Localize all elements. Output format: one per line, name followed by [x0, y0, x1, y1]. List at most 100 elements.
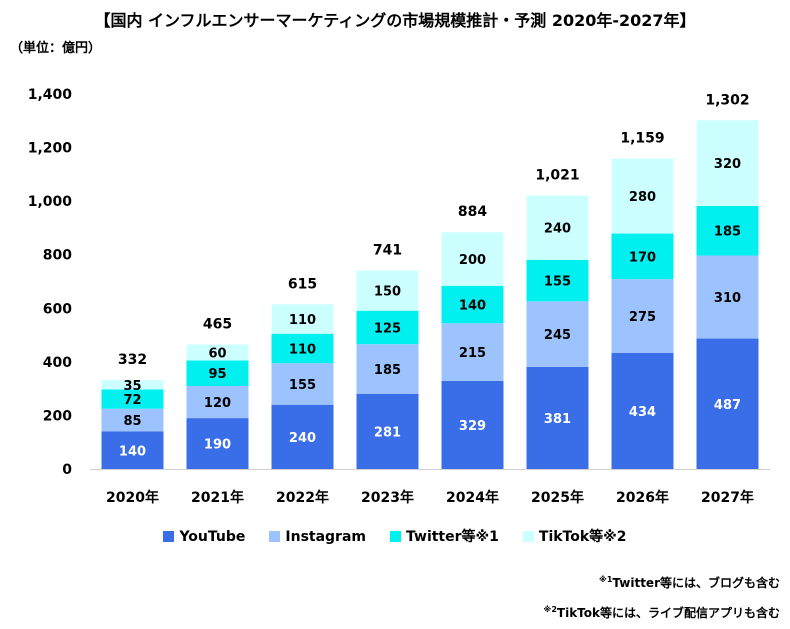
data-label: 281	[374, 425, 401, 440]
data-label: 72	[123, 393, 141, 408]
bar-segment	[271, 304, 334, 334]
bar-segment	[611, 279, 674, 353]
data-label: 185	[374, 363, 401, 378]
bar-segment	[101, 408, 164, 432]
data-label: 185	[714, 225, 741, 240]
bar-segment	[441, 380, 504, 469]
bar-segment	[441, 232, 504, 286]
legend-item: YouTube	[163, 529, 245, 545]
footnote-tiktok: ※2TikTok等には、ライブ配信アプリも含む	[544, 604, 780, 621]
bar-segment	[356, 344, 419, 394]
x-tick-label: 2027年	[701, 489, 754, 506]
data-label: 155	[289, 378, 316, 393]
data-label: 95	[208, 367, 226, 382]
data-label: 200	[459, 253, 486, 268]
data-label: 310	[714, 291, 741, 306]
bar-segment	[696, 255, 759, 339]
bar-segment	[101, 389, 164, 409]
data-label: 240	[544, 222, 571, 237]
data-label: 110	[289, 313, 316, 328]
unit-label: （単位：億円）	[10, 41, 102, 56]
footnote-mark: ※1	[599, 575, 613, 584]
data-label: 140	[459, 299, 486, 314]
bar-segment	[271, 363, 334, 405]
data-label: 35	[123, 379, 141, 394]
data-label: 381	[544, 412, 571, 427]
x-tick-label: 2021年	[191, 489, 244, 506]
x-tick-label: 2025年	[531, 489, 584, 506]
total-label: 615	[288, 276, 317, 292]
legend-item: Instagram	[269, 529, 366, 545]
total-label: 332	[118, 352, 147, 368]
data-label: 280	[629, 190, 656, 205]
bar-segment	[611, 158, 674, 234]
total-label: 1,021	[535, 168, 579, 184]
y-tick-label: 600	[43, 301, 72, 317]
legend-swatch	[269, 531, 281, 542]
bar-segment	[526, 195, 589, 260]
y-tick-label: 200	[43, 408, 72, 424]
data-label: 320	[714, 157, 741, 172]
bar-segment	[526, 301, 589, 367]
x-tick-label: 2024年	[446, 489, 499, 506]
total-label: 884	[458, 204, 487, 220]
bar-segment	[271, 333, 334, 364]
bar-segment	[186, 418, 249, 469]
bar-segment	[186, 360, 249, 386]
bar-segment	[696, 205, 759, 256]
data-label: 329	[459, 419, 486, 434]
data-label: 215	[459, 346, 486, 361]
legend-item: TikTok等※2	[522, 526, 627, 546]
legend-swatch	[522, 531, 534, 542]
bar-segment	[101, 380, 164, 390]
data-label: 434	[629, 405, 656, 420]
total-label: 741	[373, 243, 402, 259]
footnote-text: Twitter等には、ブログも含む	[612, 576, 780, 590]
data-label: 125	[374, 321, 401, 336]
legend-swatch	[163, 531, 175, 542]
footnote-twitter: ※1Twitter等には、ブログも含む	[599, 574, 780, 591]
data-label: 245	[544, 328, 571, 343]
data-label: 170	[629, 250, 656, 265]
total-label: 1,302	[705, 92, 749, 108]
data-label: 120	[204, 396, 231, 411]
x-tick-label: 2022年	[276, 489, 329, 506]
bar-segment	[186, 385, 249, 419]
x-tick-label: 2023年	[361, 489, 414, 506]
bar-segment	[611, 352, 674, 469]
data-label: 275	[629, 310, 656, 325]
bar-segment	[696, 120, 759, 206]
legend: YouTube Instagram Twitter等※1 TikTok等※2	[0, 526, 790, 546]
footnote-mark: ※2	[543, 605, 557, 614]
data-label: 140	[119, 444, 146, 459]
total-label: 465	[203, 316, 232, 332]
x-tick-label: 2020年	[106, 489, 159, 506]
bar-segment	[526, 366, 589, 469]
bar-segment	[101, 431, 164, 469]
legend-label: Instagram	[285, 529, 366, 545]
data-label: 110	[289, 342, 316, 357]
y-tick-label: 0	[62, 462, 72, 478]
y-tick-label: 800	[43, 248, 72, 264]
bar-segment	[271, 404, 334, 469]
bar-segment	[696, 338, 759, 469]
bar-segment	[441, 323, 504, 381]
legend-swatch	[390, 531, 401, 542]
bar-segment	[611, 233, 674, 280]
footnote-text: TikTok等には、ライブ配信アプリも含む	[556, 606, 780, 620]
legend-label: YouTube	[179, 529, 246, 545]
data-label: 60	[208, 346, 226, 361]
legend-label: TikTok等※2	[538, 529, 627, 545]
chart-title: 【国内 インフルエンサーマーケティングの市場規模推計・予測 2020年-2027…	[94, 11, 696, 30]
y-tick-label: 400	[43, 355, 72, 371]
bar-segment	[356, 393, 419, 469]
data-label: 190	[204, 438, 231, 453]
legend-item: Twitter等※1	[390, 526, 499, 546]
bar-segment	[526, 259, 589, 302]
data-label: 240	[289, 431, 316, 446]
x-tick-label: 2026年	[616, 489, 669, 506]
data-label: 155	[544, 275, 571, 290]
y-tick-label: 1,000	[28, 194, 73, 210]
data-label: 487	[714, 398, 741, 413]
